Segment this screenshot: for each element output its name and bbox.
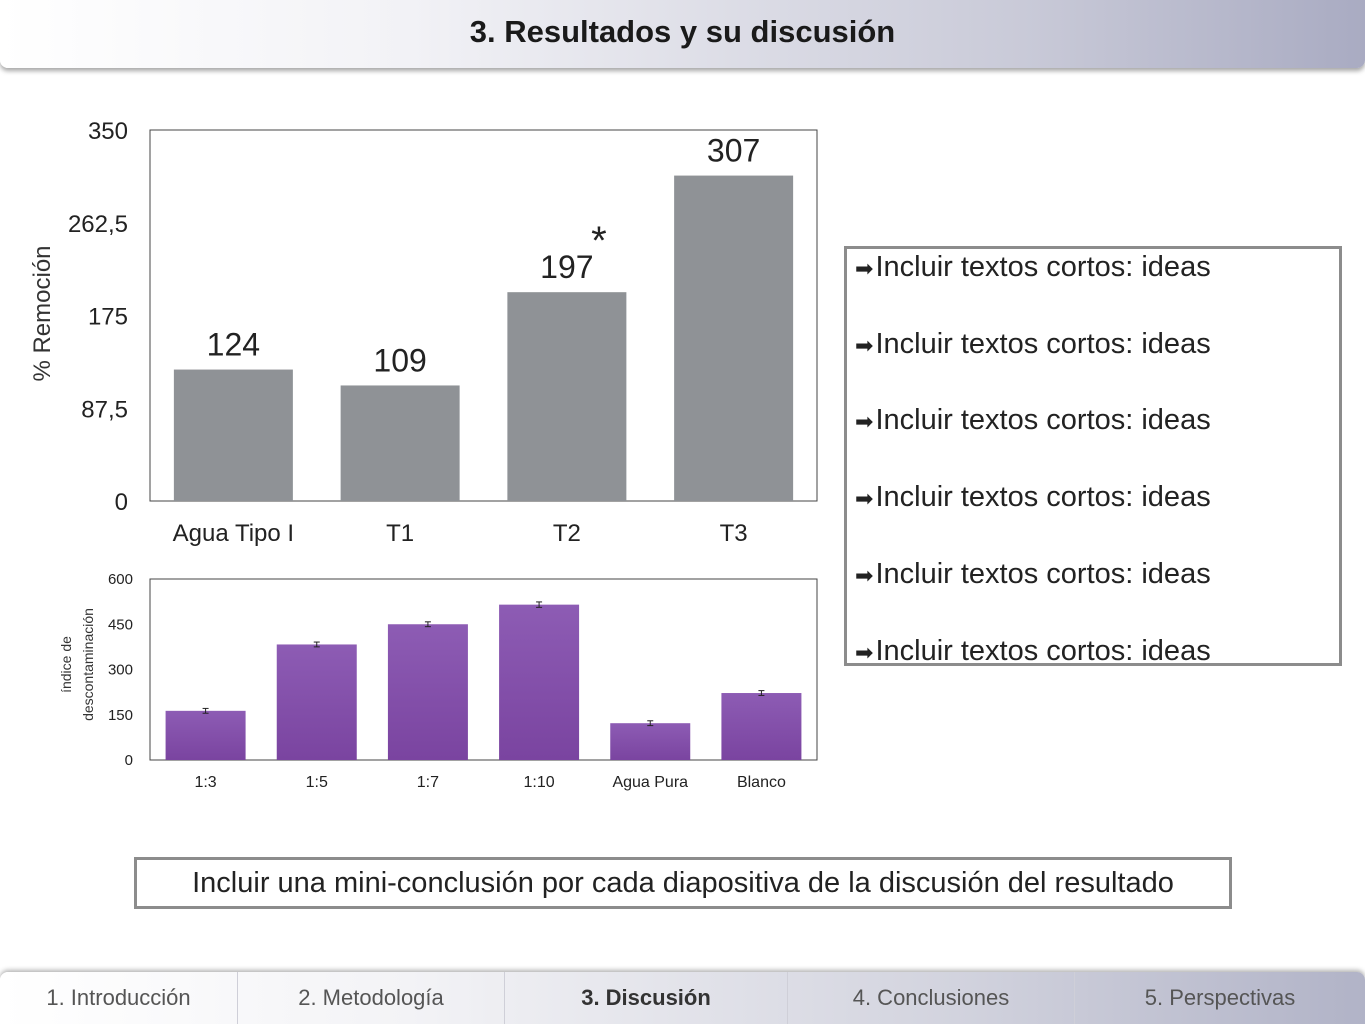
y-tick-label: 262,5 [68, 211, 128, 238]
data-label: 307 [707, 133, 760, 169]
arrow-right-icon: ➡ [855, 640, 874, 665]
bullet-item: ➡Incluir textos cortos: ideas [855, 328, 1211, 360]
y-axis-label: descontaminación [80, 608, 96, 721]
y-tick-label: 350 [88, 118, 128, 145]
bar [610, 723, 691, 760]
bar [276, 644, 357, 760]
y-axis-label: índice de [58, 636, 74, 693]
nav-item-metodologia[interactable]: 2. Metodología [238, 972, 505, 1024]
nav-item-introduccion[interactable]: 1. Introducción [0, 972, 238, 1024]
x-tick-label: Blanco [737, 774, 786, 791]
x-tick-label: 1:3 [194, 774, 216, 791]
y-tick-label: 87,5 [81, 396, 128, 423]
y-tick-label: 300 [108, 662, 133, 679]
bullet-item: ➡Incluir textos cortos: ideas [855, 558, 1211, 590]
decontamination-bar-chart: 0 150 300 450 600 índice de descontaminación 1:… [58, 571, 818, 791]
bar [507, 292, 627, 501]
title-bar: 3. Resultados y su discusión [0, 0, 1365, 68]
bullet-item: ➡Incluir textos cortos: ideas [855, 481, 1211, 513]
arrow-right-icon: ➡ [855, 256, 874, 281]
data-label: 197 [540, 249, 593, 285]
conclusion-box: Incluir una mini-conclusión por cada dia… [134, 857, 1232, 909]
bar [387, 624, 468, 760]
bar [165, 710, 246, 760]
bar [674, 175, 794, 501]
y-tick-label: 600 [108, 571, 133, 588]
bullet-list-box: ➡Incluir textos cortos: ideas ➡Incluir t… [844, 246, 1342, 667]
plot-area [149, 578, 818, 761]
bar [173, 369, 293, 501]
removal-bar-chart: 0 87,5 175 262,5 350 % Remoción 124 Agua Tipo I… [29, 118, 818, 547]
x-tick-label: Agua Tipo I [173, 520, 294, 547]
nav-item-discusion[interactable]: 3. Discusión [505, 972, 788, 1024]
page-title: 3. Resultados y su discusión [469, 14, 896, 49]
x-tick-label: T2 [553, 520, 581, 547]
y-tick-label: 150 [108, 707, 133, 724]
x-tick-label: 1:10 [524, 774, 555, 791]
arrow-right-icon: ➡ [855, 486, 874, 511]
significance-mark: * [591, 219, 607, 263]
y-tick-label: 450 [108, 616, 133, 633]
x-tick-label: Agua Pura [612, 774, 688, 791]
x-tick-label: T3 [720, 520, 748, 547]
bullet-item: ➡Incluir textos cortos: ideas [855, 251, 1211, 283]
nav-item-perspectivas[interactable]: 5. Perspectivas [1144, 985, 1296, 1010]
bullet-item: ➡Incluir textos cortos: ideas [855, 635, 1211, 667]
y-tick-label: 0 [115, 489, 128, 516]
arrow-right-icon: ➡ [855, 563, 874, 588]
data-label: 109 [373, 342, 426, 378]
bullet-item: ➡Incluir textos cortos: ideas [855, 404, 1211, 436]
x-tick-label: T1 [386, 520, 414, 547]
y-axis-label: % Remoción [29, 245, 56, 381]
x-tick-label: 1:7 [417, 774, 439, 791]
x-tick-label: 1:5 [306, 774, 328, 791]
arrow-right-icon: ➡ [855, 409, 874, 434]
bar [721, 693, 802, 760]
bar [499, 604, 580, 760]
y-tick-label: 0 [125, 752, 133, 769]
data-label: 124 [207, 327, 260, 363]
arrow-right-icon: ➡ [855, 333, 874, 358]
nav-item-conclusiones[interactable]: 4. Conclusiones [788, 972, 1075, 1024]
bar [340, 385, 460, 501]
y-tick-label: 175 [88, 304, 128, 331]
section-nav-bar: 1. Introducción 2. Metodología 3. Discus… [0, 972, 1365, 1024]
